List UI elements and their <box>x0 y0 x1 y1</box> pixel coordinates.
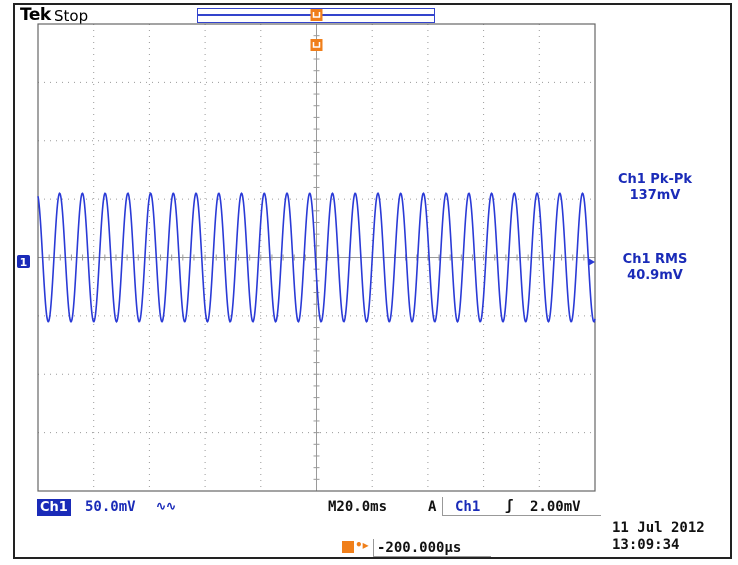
ch1-ground-marker-label: 1 <box>20 256 28 269</box>
ch1-badge[interactable]: Ch1 <box>37 499 71 516</box>
trigger-position-marker-icon <box>310 9 323 51</box>
measurement-label: Ch1 Pk-Pk <box>617 172 693 187</box>
graticule-border <box>37 23 596 492</box>
measurement-value: 40.9mV <box>627 268 683 283</box>
trigger-level[interactable]: 2.00mV <box>530 499 581 515</box>
measurement-label: Ch1 RMS <box>622 252 688 267</box>
measurement-ch1-pkpk[interactable]: Ch1 Pk-Pk 137mV <box>605 172 705 204</box>
trigger-source[interactable]: Ch1 <box>455 499 481 515</box>
brand-logo: Tek <box>20 5 51 25</box>
horizontal-position[interactable]: -200.000µs <box>377 540 462 556</box>
trigger-mode: A <box>428 499 437 515</box>
ch1-vertical-scale[interactable]: 50.0mV <box>85 499 136 515</box>
time-readout: 13:09:34 <box>612 537 680 553</box>
ch1-ground-marker-icon: 1 <box>17 255 30 269</box>
measurement-ch1-rms[interactable]: Ch1 RMS 40.9mV <box>605 252 705 284</box>
scope-frame <box>13 3 732 559</box>
ch1-ground-marker-box <box>17 255 30 268</box>
measurement-value: 137mV <box>629 188 681 203</box>
horizontal-timebase[interactable]: M20.0ms <box>328 499 388 515</box>
bandwidth-limit-icon: ∿∿ <box>156 499 177 513</box>
rising-edge-icon: ʃ <box>505 498 514 514</box>
trigger-position-icon <box>342 541 354 553</box>
trigger-level-marker-icon <box>588 258 595 266</box>
graticule-grid <box>37 23 596 492</box>
trigger-readout-box[interactable] <box>442 497 601 516</box>
horizontal-position-box[interactable] <box>373 539 491 557</box>
arrow-right-icon: •▸ <box>355 538 369 552</box>
ch1-waveform-trace <box>37 192 596 323</box>
acquisition-status: Stop <box>54 7 89 25</box>
date-readout: 11 Jul 2012 <box>612 520 705 536</box>
